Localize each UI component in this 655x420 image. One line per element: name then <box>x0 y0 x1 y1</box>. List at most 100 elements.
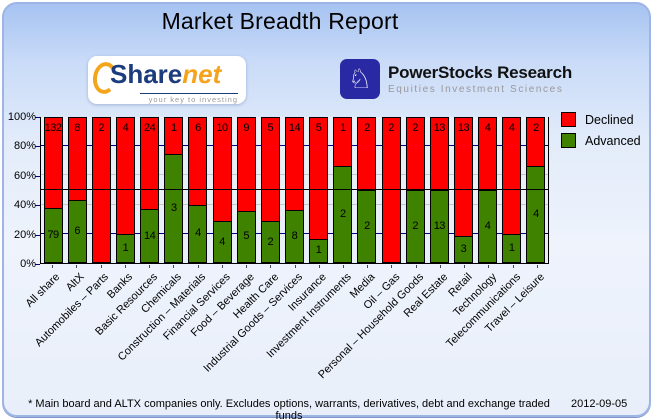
declined-segment: 132 <box>43 117 63 209</box>
declined-segment: 4 <box>478 117 498 190</box>
bar-slot: 132 79 <box>41 117 65 263</box>
legend-swatch-advanced <box>561 133 576 148</box>
advanced-segment: 5 <box>236 210 256 263</box>
declined-value-label: 24 <box>144 122 156 134</box>
advanced-value-label: 2 <box>267 235 274 248</box>
declined-segment: 2 <box>91 117 111 263</box>
declined-value-label: 10 <box>216 122 228 134</box>
declined-value-label: 13 <box>457 122 470 134</box>
x-axis-tick <box>318 265 320 268</box>
sharenet-wordmark-share: Share <box>110 59 183 89</box>
declined-value-label: 4 <box>508 122 515 134</box>
powerstocks-tagline: Equities Investment Sciences <box>388 84 564 95</box>
declined-value-label: 2 <box>388 122 394 134</box>
stacked-bar: 13 3 <box>453 117 473 263</box>
x-axis-tick <box>367 265 369 268</box>
y-axis-tick <box>35 234 40 236</box>
advanced-segment: 14 <box>140 209 160 263</box>
y-axis-tick-label: 0% <box>20 258 36 270</box>
declined-value-label: 2 <box>533 122 539 134</box>
declined-value-label: 4 <box>484 122 491 134</box>
stacked-bar: 13 13 <box>429 117 449 263</box>
declined-segment: 2 <box>405 117 425 190</box>
reference-line-50pct <box>41 189 548 190</box>
y-axis-tick <box>35 205 40 207</box>
legend-item: Advanced <box>561 133 641 148</box>
advanced-segment: 6 <box>67 200 87 263</box>
legend-swatch-declined <box>561 112 576 127</box>
x-axis-tick <box>221 265 223 268</box>
declined-segment: 4 <box>115 117 135 234</box>
declined-segment: 8 <box>67 117 87 201</box>
y-axis-tick-label: 20% <box>13 228 36 241</box>
powerstocks-logo: ♘ PowerStocks Research Equities Investme… <box>340 58 572 100</box>
x-axis-tick <box>76 265 78 268</box>
declined-segment: 6 <box>188 117 208 205</box>
advanced-segment: 4 <box>478 190 498 263</box>
x-axis-tick <box>391 265 393 268</box>
advanced-segment: 2 <box>333 165 353 263</box>
legend-label: Advanced <box>585 133 641 148</box>
y-axis-tick <box>35 264 40 265</box>
advanced-segment: 8 <box>284 209 304 263</box>
advanced-segment: 1 <box>115 233 135 263</box>
advanced-value-label: 3 <box>170 201 177 214</box>
x-axis-tick <box>149 265 151 268</box>
advanced-segment: 2 <box>357 190 377 263</box>
x-axis-tick <box>246 265 248 268</box>
report-date: 2012-09-05 <box>571 398 628 410</box>
stacked-bar: 10 4 <box>212 117 232 263</box>
declined-segment: 2 <box>381 117 401 263</box>
y-axis-tick-label: 60% <box>13 169 36 182</box>
advanced-value-label: 79 <box>47 229 59 242</box>
y-axis-tick-label: 80% <box>13 140 36 153</box>
stacked-bar: 132 79 <box>43 117 63 263</box>
advanced-segment: 4 <box>188 204 208 263</box>
declined-value-label: 2 <box>98 122 105 134</box>
advanced-value-label: 4 <box>219 235 225 248</box>
declined-segment: 2 <box>526 117 546 166</box>
advanced-value-label: 1 <box>315 244 322 257</box>
footnote: * Main board and ALTX companies only. Ex… <box>28 398 550 420</box>
x-axis-tick <box>488 265 490 268</box>
knight-chess-icon: ♘ <box>340 59 380 99</box>
y-axis-tick <box>35 117 40 118</box>
x-axis-tick <box>124 265 126 268</box>
plot-area: 132 79 8 6 2 4 1 24 14 1 3 6 4 10 4 9 5 5 2 14 8 5 1 1 2 2 2 2 2 2 13 1… <box>40 117 549 264</box>
advanced-value-label: 1 <box>122 241 129 254</box>
legend-item: Declined <box>561 112 641 127</box>
declined-value-label: 9 <box>243 122 249 134</box>
advanced-value-label: 13 <box>433 220 446 232</box>
declined-segment: 5 <box>309 117 329 239</box>
x-axis-tick <box>270 265 272 268</box>
advanced-value-label: 2 <box>364 220 370 232</box>
x-axis-tick <box>197 265 199 268</box>
declined-value-label: 1 <box>339 122 346 134</box>
bar-slot: 13 13 <box>427 117 451 263</box>
x-axis-tick <box>100 265 102 268</box>
advanced-value-label: 5 <box>243 230 249 243</box>
advanced-value-label: 14 <box>144 229 156 242</box>
stacked-bar: 24 14 <box>140 117 160 263</box>
x-axis-tick <box>415 265 417 268</box>
bar-slot: 13 3 <box>451 117 475 263</box>
x-axis-tick <box>464 265 466 268</box>
declined-segment: 9 <box>236 117 256 211</box>
advanced-value-label: 3 <box>460 242 467 255</box>
